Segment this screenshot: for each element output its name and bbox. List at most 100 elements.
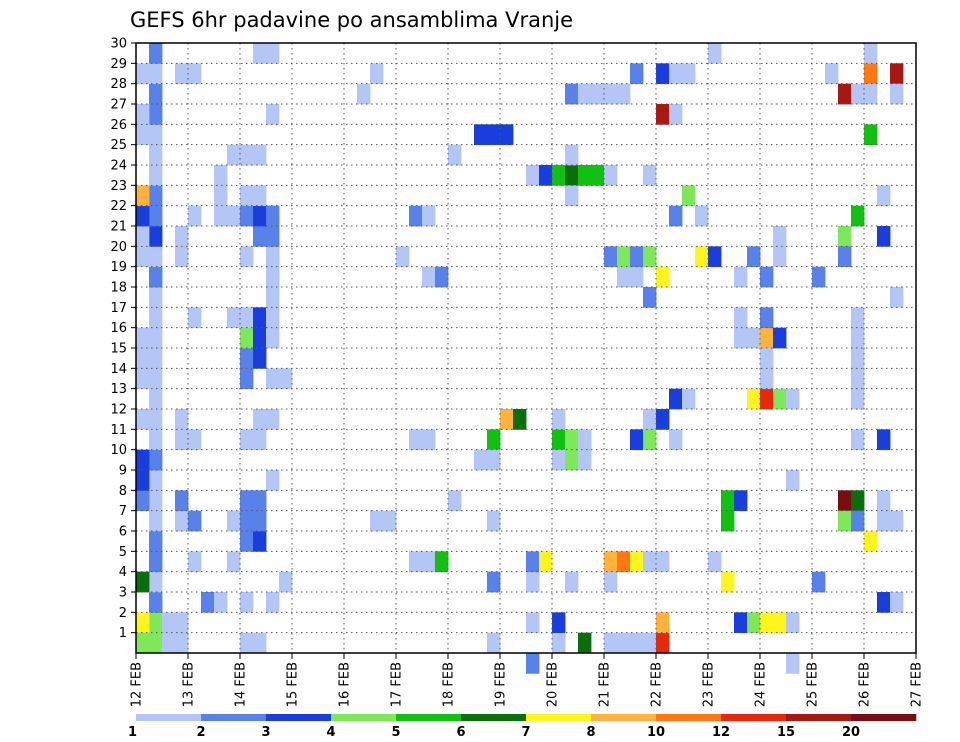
heatmap-cell xyxy=(487,510,501,532)
heatmap-cell xyxy=(526,165,540,186)
heatmap-cell xyxy=(188,307,202,329)
y-tick-label: 15 xyxy=(110,342,127,357)
heatmap-cell xyxy=(864,124,878,146)
heatmap-cell xyxy=(786,388,800,410)
heatmap-cell xyxy=(708,246,722,268)
heatmap-cell xyxy=(552,449,566,471)
heatmap-cell xyxy=(149,124,163,146)
heatmap-cell xyxy=(240,185,254,207)
heatmap-cell xyxy=(851,205,865,227)
colorbar-swatch xyxy=(136,714,202,721)
heatmap-cell xyxy=(474,124,488,146)
colorbar-label: 8 xyxy=(586,725,595,740)
heatmap-cell xyxy=(240,205,254,227)
heatmap-cell xyxy=(227,144,241,166)
heatmap-cell xyxy=(266,409,280,430)
y-tick-label: 30 xyxy=(110,37,127,52)
heatmap-cell xyxy=(422,429,436,451)
y-tick-label: 20 xyxy=(110,240,127,255)
heatmap-cell xyxy=(864,83,878,105)
heatmap-cell xyxy=(500,124,514,146)
heatmap-cells xyxy=(136,43,904,674)
heatmap-cell xyxy=(487,124,501,146)
colorbar-label: 1 xyxy=(128,725,137,740)
heatmap-cell xyxy=(734,490,748,512)
heatmap-cell xyxy=(214,592,228,613)
heatmap-cell xyxy=(786,653,800,674)
heatmap-cell xyxy=(162,632,176,654)
heatmap-cell xyxy=(565,165,579,186)
heatmap-cell xyxy=(877,592,891,613)
heatmap-cell xyxy=(851,307,865,329)
heatmap-cell xyxy=(617,632,631,654)
heatmap-cell xyxy=(266,327,280,349)
heatmap-cell xyxy=(695,246,709,268)
heatmap-cell xyxy=(890,83,904,105)
heatmap-cell xyxy=(877,185,891,207)
heatmap-cell xyxy=(617,551,631,573)
heatmap-cell xyxy=(357,83,371,105)
heatmap-cell xyxy=(812,266,826,288)
y-tick-label: 9 xyxy=(119,464,127,479)
colorbar-swatch xyxy=(656,714,722,721)
x-tick-label: 12 FEB xyxy=(130,662,145,707)
heatmap-cell xyxy=(149,510,163,532)
heatmap-cell xyxy=(253,632,267,654)
heatmap-cell xyxy=(656,104,670,125)
heatmap-cell xyxy=(591,165,605,186)
heatmap-cell xyxy=(513,409,527,430)
colorbar-swatch xyxy=(201,714,267,721)
heatmap-cell xyxy=(760,612,774,634)
heatmap-cell xyxy=(708,551,722,573)
heatmap-cell xyxy=(149,632,163,654)
colorbar-swatch xyxy=(786,714,852,721)
heatmap-cell xyxy=(253,510,267,532)
y-tick-label: 26 xyxy=(110,118,127,133)
heatmap-cell xyxy=(136,226,150,247)
heatmap-cell xyxy=(864,43,878,64)
heatmap-cell xyxy=(149,612,163,634)
heatmap-cell xyxy=(422,266,436,288)
heatmap-cell xyxy=(136,490,150,512)
heatmap-cell xyxy=(253,205,267,227)
heatmap-cell xyxy=(149,470,163,491)
heatmap-cell xyxy=(149,429,163,451)
heatmap-cell xyxy=(396,246,410,268)
heatmap-cell xyxy=(760,266,774,288)
colorbar-swatch xyxy=(851,714,917,721)
heatmap-cell xyxy=(578,449,592,471)
heatmap-cell xyxy=(851,348,865,369)
heatmap-cell xyxy=(565,83,579,105)
heatmap-cell xyxy=(136,205,150,227)
heatmap-cell xyxy=(253,490,267,512)
colorbar-label: 15 xyxy=(777,725,795,740)
heatmap-cell xyxy=(240,246,254,268)
heatmap-cell xyxy=(266,266,280,288)
y-tick-label: 4 xyxy=(119,565,127,580)
heatmap-cell xyxy=(552,409,566,430)
heatmap-cell xyxy=(136,632,150,654)
heatmap-cell xyxy=(838,490,852,512)
heatmap-cell xyxy=(266,470,280,491)
heatmap-cell xyxy=(149,592,163,613)
heatmap-cell xyxy=(136,185,150,207)
y-tick-label: 10 xyxy=(110,443,127,458)
heatmap-cell xyxy=(851,429,865,451)
heatmap-cell xyxy=(214,185,228,207)
heatmap-cell xyxy=(786,470,800,491)
heatmap-cell xyxy=(747,388,761,410)
colorbar-label: 3 xyxy=(261,725,270,740)
x-tick-label: 13 FEB xyxy=(182,662,197,707)
heatmap-cell xyxy=(656,632,670,654)
heatmap-cell xyxy=(630,429,644,451)
heatmap-cell xyxy=(188,551,202,573)
heatmap-cell xyxy=(279,368,293,390)
heatmap-cell xyxy=(240,592,254,613)
y-tick-label: 3 xyxy=(119,586,127,601)
heatmap-cell xyxy=(734,612,748,634)
y-tick-label: 11 xyxy=(110,423,127,438)
heatmap-cell xyxy=(591,83,605,105)
heatmap-cell xyxy=(500,409,514,430)
heatmap-cell xyxy=(240,327,254,349)
colorbar-swatch xyxy=(396,714,462,721)
